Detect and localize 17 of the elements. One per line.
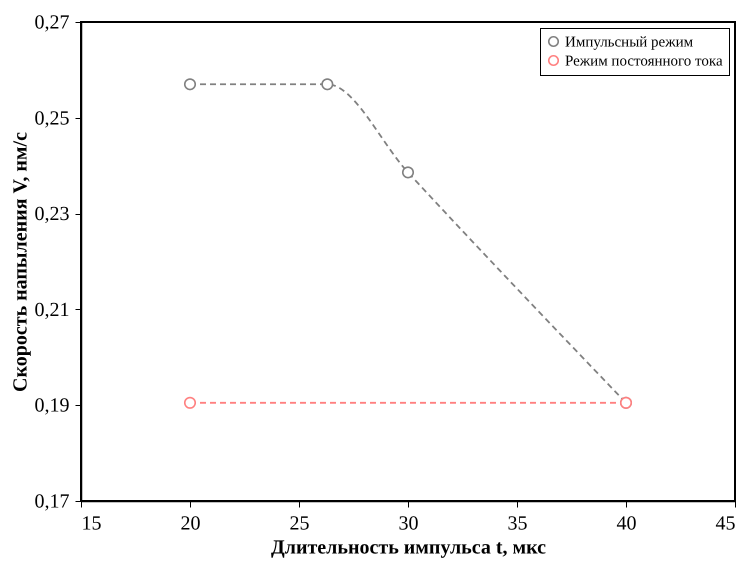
x-axis-title: Длительность импульса t, мкс — [270, 536, 546, 558]
x-tick-label: 15 — [82, 512, 102, 534]
y-tick-label: 0,23 — [34, 203, 70, 226]
y-tick-label: 0,25 — [34, 107, 70, 130]
x-tick-label: 25 — [290, 512, 310, 534]
x-tick-label: 30 — [398, 512, 418, 534]
legend-label: Импульсный режим — [565, 34, 694, 50]
y-axis-title: Скорость напыления V, нм/с — [10, 132, 32, 392]
y-tick-label: 0,19 — [34, 394, 70, 417]
y-tick-label: 0,17 — [34, 490, 70, 512]
y-tick-label: 0,21 — [34, 298, 70, 321]
y-tick-label: 0,27 — [34, 12, 70, 34]
legend-label: Режим постоянного тока — [565, 54, 723, 70]
x-tick-label: 35 — [508, 512, 528, 534]
x-tick-label: 20 — [180, 512, 200, 534]
x-tick-label: 40 — [616, 512, 636, 534]
x-tick-label: 45 — [716, 512, 736, 534]
